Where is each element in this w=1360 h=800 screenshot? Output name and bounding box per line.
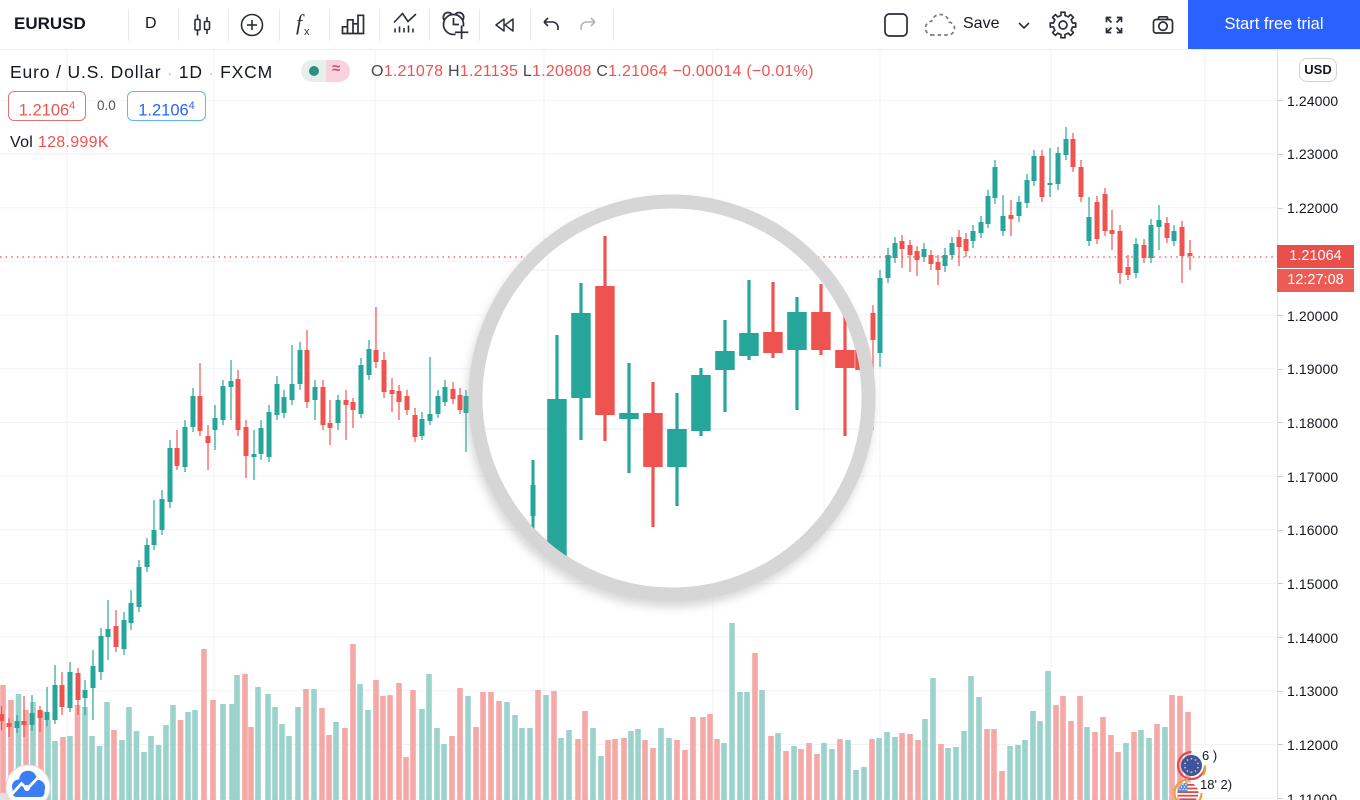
- svg-text:x: x: [304, 26, 310, 38]
- svg-text:f: f: [296, 11, 305, 35]
